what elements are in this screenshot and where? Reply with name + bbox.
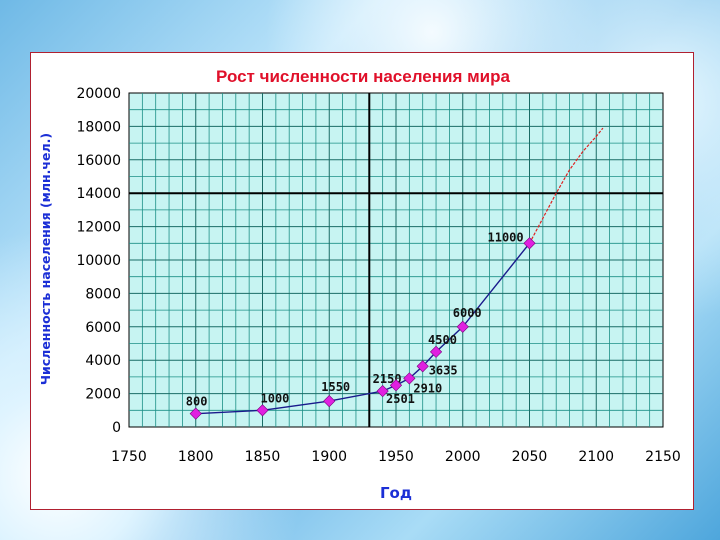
y-axis-label: Численность населения (млн.чел.): [38, 133, 53, 385]
x-tick-label: 1900: [311, 449, 347, 465]
y-tick-label: 14000: [76, 186, 121, 202]
y-tick-label: 12000: [76, 220, 121, 236]
data-point: [189, 407, 202, 420]
data-label: 1000: [261, 391, 290, 405]
x-tick-label: 2100: [578, 449, 614, 465]
data-point: [456, 320, 469, 333]
x-tick-label: 1850: [245, 449, 281, 465]
data-label: 2501: [386, 392, 415, 406]
data-point: [429, 345, 443, 358]
extrapolation-line: [528, 127, 604, 244]
data-point: [416, 360, 429, 373]
data-label: 6000: [453, 306, 482, 320]
x-tick-label: 1750: [111, 449, 147, 465]
data-label: 4500: [428, 333, 457, 347]
data-point: [403, 372, 416, 385]
data-point: [376, 385, 389, 398]
x-tick-label: 2050: [512, 449, 548, 465]
x-tick-label: 2000: [445, 449, 481, 465]
data-label: 2910: [413, 381, 442, 395]
y-tick-label: 0: [112, 420, 121, 436]
data-point: [523, 237, 536, 250]
data-label: 800: [186, 395, 208, 409]
data-point: [323, 395, 336, 408]
y-tick-label: 4000: [85, 353, 121, 369]
y-tick-label: 6000: [85, 320, 121, 336]
x-axis-label: Год: [380, 484, 412, 502]
x-tick-label: 1950: [378, 449, 414, 465]
data-label: 1550: [321, 380, 350, 394]
data-label: 11000: [488, 230, 524, 244]
y-tick-label: 2000: [85, 387, 121, 403]
data-point: [389, 379, 403, 392]
y-tick-label: 16000: [76, 153, 121, 169]
data-point: [256, 404, 269, 417]
y-tick-label: 10000: [76, 253, 121, 269]
x-tick-label: 1800: [178, 449, 214, 465]
population-series-line: [195, 242, 531, 415]
y-tick-label: 18000: [76, 119, 121, 135]
data-label: 3635: [429, 363, 458, 377]
x-tick-label: 2150: [645, 449, 681, 465]
y-tick-label: 8000: [85, 286, 121, 302]
chart-title: Рост численности населения мира: [216, 67, 510, 86]
y-tick-label: 20000: [76, 86, 121, 102]
